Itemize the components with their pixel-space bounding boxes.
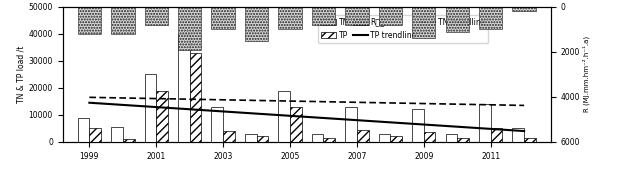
Bar bbox=[379, 7, 402, 25]
Bar bbox=[190, 53, 202, 142]
Bar bbox=[290, 107, 302, 142]
Bar bbox=[446, 134, 457, 142]
Bar bbox=[312, 7, 335, 25]
Bar bbox=[223, 131, 235, 142]
Bar bbox=[279, 91, 290, 142]
Bar bbox=[524, 138, 536, 142]
Bar bbox=[424, 132, 436, 142]
Bar bbox=[78, 118, 90, 142]
Bar bbox=[78, 7, 101, 34]
Bar bbox=[479, 7, 503, 29]
Bar bbox=[257, 136, 269, 142]
Bar bbox=[491, 128, 503, 142]
Bar bbox=[145, 7, 168, 25]
Bar bbox=[178, 7, 202, 50]
Bar bbox=[279, 7, 302, 29]
Bar bbox=[111, 127, 123, 142]
Bar bbox=[412, 7, 436, 38]
Bar bbox=[457, 138, 469, 142]
Bar bbox=[446, 7, 469, 32]
Bar bbox=[212, 7, 235, 29]
Bar bbox=[391, 136, 402, 142]
Bar bbox=[123, 139, 135, 142]
Bar bbox=[312, 134, 324, 142]
Bar bbox=[145, 74, 156, 142]
Bar bbox=[212, 107, 223, 142]
Bar bbox=[90, 128, 101, 142]
Bar bbox=[345, 7, 369, 25]
Bar bbox=[513, 7, 536, 11]
Bar bbox=[245, 7, 269, 41]
Y-axis label: R (MJ.mm.hm⁻².h⁻¹.a): R (MJ.mm.hm⁻².h⁻¹.a) bbox=[583, 36, 590, 112]
Bar bbox=[479, 104, 491, 142]
Bar bbox=[379, 134, 391, 142]
Bar bbox=[324, 138, 335, 142]
Bar bbox=[111, 7, 135, 34]
Y-axis label: TN & TP load /t: TN & TP load /t bbox=[17, 46, 26, 103]
Bar bbox=[245, 134, 257, 142]
Bar bbox=[357, 130, 369, 142]
Bar bbox=[513, 128, 524, 142]
Bar bbox=[345, 107, 357, 142]
Bar bbox=[156, 91, 168, 142]
Bar bbox=[412, 110, 424, 142]
Legend: TN, TP, R因子, TP trendline, TN trendline: TN, TP, R因子, TP trendline, TN trendline bbox=[318, 15, 488, 43]
Bar bbox=[178, 34, 190, 142]
